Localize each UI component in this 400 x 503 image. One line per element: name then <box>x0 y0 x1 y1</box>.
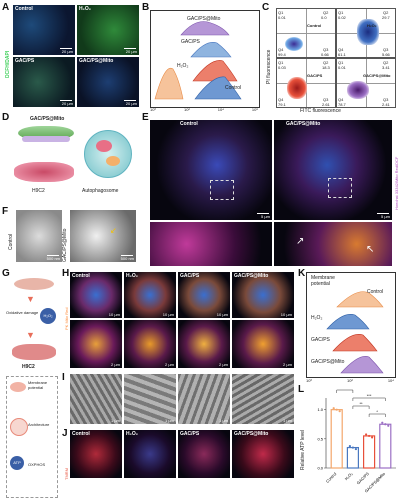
bar <box>362 435 376 469</box>
arrow-down-icon: ▼ <box>26 330 35 340</box>
panel-c-xlabel: FITC fluorescence <box>300 108 341 114</box>
panel-a-gacps-image: GAC/PS 20 µm <box>13 57 75 107</box>
panel-l-label: L <box>298 384 305 395</box>
data-point <box>384 423 387 426</box>
significance-bracket <box>336 389 354 393</box>
data-point <box>348 444 351 448</box>
panel-i-gacps-mito-tem: 1 µm <box>232 374 294 424</box>
panel-a-gacps-mito-image: GAC/PS@Mito 20 µm <box>77 57 139 107</box>
data-point <box>381 421 384 424</box>
panel-h-gacps-zoom: 2 µm <box>178 320 230 368</box>
y-tick-label: 0.0 <box>317 466 323 471</box>
data-point <box>368 434 371 438</box>
significance-label: * <box>376 409 378 414</box>
significance-label: **** <box>342 388 349 390</box>
panel-e-gacps-mito-image: GAC/PS@Mito 5 µm <box>274 120 392 220</box>
panel-c-control-plot: Q1 0.01 Q2 0.0 Q4 99.4 Q3 0.66 Control <box>276 8 336 58</box>
panel-b-histogram: GAC/PS@Mito GAC/PS H₂O₂ Control <box>150 10 260 108</box>
arrow-icon: ↙ <box>110 226 117 235</box>
panel-i-control-tem: 1 µm <box>70 374 122 424</box>
significance-label: ** <box>359 401 363 406</box>
panel-h-gacps-top: GAC/PS 10 µm <box>178 272 230 318</box>
panel-f-label: F <box>2 206 9 217</box>
arrow-icon: ↖ <box>366 244 375 255</box>
panel-g-schematic: ▼ Oxidative damage H₂O₂ ▼ H9C2 Membrane … <box>6 272 60 500</box>
data-point <box>365 433 368 436</box>
significance-bracket <box>368 413 386 417</box>
panel-a-label: A <box>2 2 10 13</box>
panel-d-schematic: GAC/PS@Mito H9C2 Autophagosome <box>8 116 138 204</box>
y-tick-label: 1.0 <box>317 407 323 412</box>
panel-c-gacps-plot: Q1 0.03 Q2 18.3 Q4 79.1 Q3 2.61 GAC/PS <box>276 58 336 108</box>
panel-h-label: H <box>62 268 70 279</box>
panel-j-h2o2-image: H₂O₂ <box>124 430 176 478</box>
data-point <box>335 408 338 411</box>
panel-i-label: I <box>62 372 65 383</box>
panel-l-ylabel: Relative ATP level <box>300 429 306 470</box>
panel-a-side-label: DCFH/DAPI <box>5 50 11 78</box>
data-point <box>338 410 341 413</box>
panel-k-ticks: 10⁰ 10² 10⁴ <box>306 378 394 383</box>
panel-e-gacps-mito-zoom: ↗ ↖ <box>274 222 392 266</box>
panel-h-control-top: Control 10 µm <box>70 272 122 318</box>
panel-b-ticks: 10⁰ 10² 10⁴ 10⁶ <box>150 107 258 112</box>
panel-h-side-label: PK Mito Red <box>64 307 69 330</box>
panel-e-side-label: Hoechst 33342/Mito Red/DCF <box>394 156 399 210</box>
panel-h-gacps-mito-zoom: 2 µm <box>232 320 294 368</box>
panel-h-h2o2-zoom: 2 µm <box>124 320 176 368</box>
panel-j-control-image: Control <box>70 430 122 478</box>
panel-e-control-image: Control 5 µm <box>150 120 272 220</box>
significance-bracket <box>352 397 386 401</box>
panel-j-label: J <box>62 428 68 439</box>
panel-i-gacps-tem: 1 µm <box>178 374 230 424</box>
panel-c-ylabel: PI fluorescence <box>266 49 272 84</box>
data-point <box>351 446 354 449</box>
arrow-icon: ↗ <box>296 236 305 247</box>
panel-f-top-label: Control <box>8 233 14 250</box>
panel-h-gacps-mito-top: GAC/PS@Mito 10 µm <box>232 272 294 318</box>
panel-a-control-image: Control 20 µm <box>13 5 75 55</box>
significance-bracket <box>352 405 370 409</box>
panel-j-gacps-mito-image: GAC/PS@Mito <box>232 430 294 478</box>
panel-b-label: B <box>142 2 150 13</box>
panel-f-bottom-label: GAC/PS@Mito <box>62 228 68 262</box>
bar <box>346 446 360 469</box>
panel-d-label: D <box>2 112 10 123</box>
x-tick-label: GAC/PS <box>356 471 370 485</box>
data-point <box>371 436 374 439</box>
x-tick-label: H₂O₂ <box>344 471 354 481</box>
arrow-down-icon: ▼ <box>26 294 35 304</box>
panel-e-control-zoom <box>150 222 272 266</box>
bar <box>330 409 343 469</box>
panel-k-label: K <box>298 268 306 279</box>
panel-j-gacps-image: GAC/PS <box>178 430 230 478</box>
panel-a-h2o2-image: H₂O₂ 20 µm <box>77 5 139 55</box>
data-point <box>332 407 335 410</box>
panel-k-histogram: Membrane potential Control H₂O₂ GAC/PS G… <box>306 272 396 378</box>
panel-f-gacps-mito-tem: ↙ 500 nm <box>70 210 136 262</box>
panel-f-control-tem: 500 nm <box>16 210 62 262</box>
data-point <box>354 447 357 451</box>
bar <box>379 423 392 469</box>
significance-label: *** <box>367 393 372 398</box>
panel-c-gacps-mito-plot: Q1 0.01 Q2 3.41 Q4 78.7 Q3 2.41 GAC/PS@M… <box>336 58 396 108</box>
x-tick-label: Control <box>325 471 338 484</box>
panel-c-label: C <box>262 2 270 13</box>
y-tick-label: 0.5 <box>317 436 323 441</box>
panel-i-h2o2-tem: 1 µm <box>124 374 176 424</box>
panel-h-h2o2-top: H₂O₂ 10 µm <box>124 272 176 318</box>
panel-g-label: G <box>2 268 10 279</box>
panel-e-label: E <box>142 112 149 123</box>
panel-h-control-zoom: 2 µm <box>70 320 122 368</box>
data-point <box>387 424 390 427</box>
panel-j-side-label: TMRM <box>64 468 69 480</box>
panel-c-h2o2-plot: Q1 0.02 Q2 29.7 Q4 61.1 Q3 5.66 H₂O₂ <box>336 8 396 58</box>
